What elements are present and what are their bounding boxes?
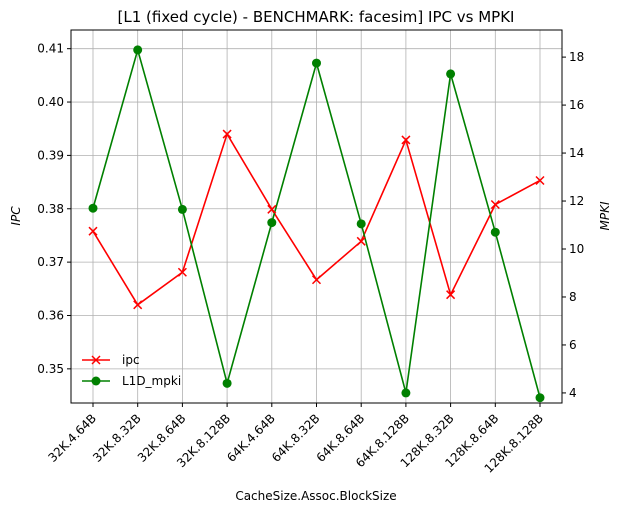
left-y-axis-ticks: 0.35 0.36 0.37 0.38 0.39 0.40 0.41 xyxy=(37,42,71,376)
data-point-ipc xyxy=(267,204,277,214)
grid-lines xyxy=(71,30,562,403)
legend-marker-ipc xyxy=(91,355,101,365)
data-point-L1D_mpki xyxy=(535,393,545,403)
data-point-L1D_mpki xyxy=(356,219,366,229)
data-point-ipc xyxy=(177,267,187,277)
right-y-tick-label: 14 xyxy=(569,146,584,160)
left-y-axis-label: IPC xyxy=(9,206,23,226)
data-point-L1D_mpki xyxy=(490,227,500,237)
data-point-L1D_mpki xyxy=(267,218,277,228)
left-y-tick-label: 0.40 xyxy=(37,95,64,109)
right-y-tick-label: 10 xyxy=(569,242,584,256)
data-point-ipc xyxy=(535,175,545,186)
data-point-L1D_mpki xyxy=(312,58,321,68)
left-y-tick-label: 0.37 xyxy=(37,255,64,269)
data-point-ipc xyxy=(88,226,98,236)
data-point-L1D_mpki xyxy=(177,204,187,214)
chart-title: [L1 (fixed cycle) - BENCHMARK: facesim] … xyxy=(118,8,515,26)
x-axis-ticks: 32K.4.64B32K.8.32B32K.8.64B32K.8.128B64K… xyxy=(45,403,546,476)
legend-marker-L1D_mpki xyxy=(91,376,101,386)
data-point-L1D_mpki xyxy=(88,203,98,213)
series-markers xyxy=(88,45,545,403)
left-y-tick-label: 0.35 xyxy=(37,362,64,376)
right-y-tick-label: 6 xyxy=(569,338,577,352)
right-y-tick-label: 8 xyxy=(569,290,577,304)
legend-label-L1D_mpki: L1D_mpki xyxy=(122,374,181,388)
left-y-tick-label: 0.39 xyxy=(37,148,64,162)
x-axis-label: CacheSize.Assoc.BlockSize xyxy=(235,489,396,503)
data-point-ipc xyxy=(133,300,143,310)
legend: ipc L1D_mpki xyxy=(82,353,181,388)
data-point-L1D_mpki xyxy=(133,45,143,55)
data-point-ipc xyxy=(446,290,456,300)
right-y-tick-label: 16 xyxy=(569,98,584,112)
right-y-axis-label: MPKI xyxy=(598,201,612,230)
data-point-L1D_mpki xyxy=(222,378,232,388)
left-y-tick-label: 0.38 xyxy=(37,202,64,216)
right-y-tick-label: 18 xyxy=(569,50,584,64)
left-y-tick-label: 0.41 xyxy=(37,42,64,56)
right-y-axis-ticks: 4 6 8 10 12 14 16 18 xyxy=(562,50,584,400)
data-point-L1D_mpki xyxy=(446,69,456,79)
data-point-ipc xyxy=(356,236,366,246)
legend-label-ipc: ipc xyxy=(122,353,140,367)
data-point-L1D_mpki xyxy=(401,388,411,398)
left-y-tick-label: 0.36 xyxy=(37,308,64,322)
right-y-tick-label: 4 xyxy=(569,386,577,400)
data-point-ipc xyxy=(222,129,232,139)
data-point-ipc xyxy=(401,135,411,145)
data-point-ipc xyxy=(490,199,500,210)
right-y-tick-label: 12 xyxy=(569,194,584,208)
data-point-ipc xyxy=(311,275,322,285)
